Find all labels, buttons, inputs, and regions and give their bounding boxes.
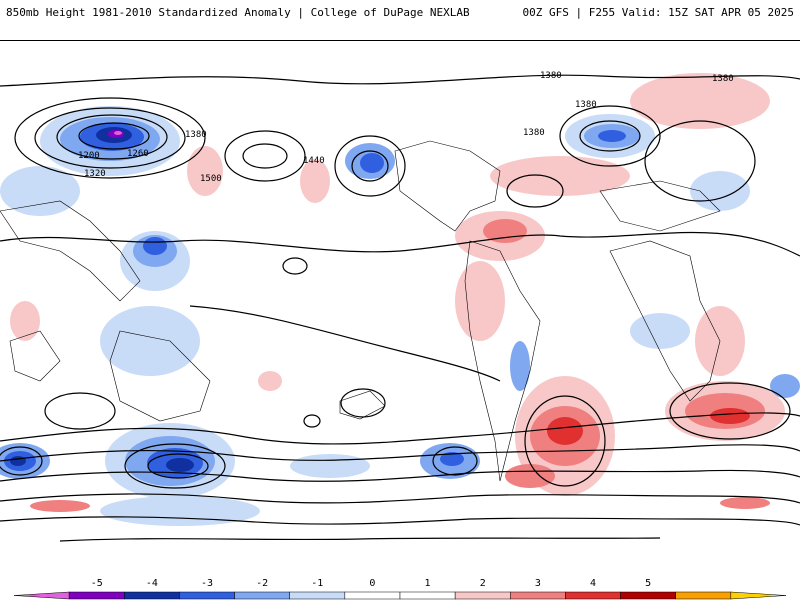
contour-label: 1320 (84, 169, 106, 179)
colorbar-legend: -5 -4 -3 -2 -1 0 1 2 3 4 5 (0, 572, 800, 600)
colorbar-segment (565, 591, 621, 600)
contour-label: 1440 (303, 156, 325, 166)
colorbar-segment (13, 591, 70, 600)
anomaly-map: 1380 1380 1380 1380 1380 1260 1200 1320 … (0, 41, 800, 559)
colorbar-tick-label: -4 (146, 578, 158, 589)
colorbar-tick-label: 1 (425, 578, 431, 589)
contour-label: 1260 (127, 149, 149, 159)
colorbar-segment (234, 591, 290, 600)
contour-label: 1380 (523, 128, 545, 138)
colorbar-tick-label: 3 (535, 578, 541, 589)
colorbar-tick-label: 0 (369, 578, 375, 589)
colorbar-segment (675, 591, 732, 600)
contour-label: 1380 (712, 74, 734, 84)
colorbar-segment (68, 591, 125, 600)
colorbar-segment (399, 591, 456, 600)
contour-label: 1500 (200, 174, 222, 184)
colorbar-segment (510, 591, 566, 600)
coastlines (0, 140, 721, 482)
contour-labels: 1380 1380 1380 1380 1380 1260 1200 1320 … (78, 71, 734, 184)
colorbar-segment (179, 591, 235, 600)
colorbar-segment (124, 591, 180, 600)
colorbar-tick-label: -3 (201, 578, 213, 589)
colorbar-segment (289, 591, 346, 600)
colorbar-tick-label: 2 (480, 578, 486, 589)
contour-label: 1200 (78, 151, 100, 161)
colorbar-segment (454, 591, 511, 600)
contour-label: 1380 (575, 100, 597, 110)
colorbar-tick-label: 4 (590, 578, 596, 589)
model-run-info: 00Z GFS | F255 Valid: 15Z SAT APR 05 202… (522, 6, 794, 19)
header: 850mb Height 1981-2010 Standardized Anom… (0, 0, 800, 30)
colorbar-tick-label: 5 (645, 578, 651, 589)
colorbar-segment (344, 591, 401, 600)
colorbar-segment (730, 591, 787, 600)
positive-anomaly-shading (10, 73, 785, 512)
colorbar-svg: -5 -4 -3 -2 -1 0 1 2 3 4 5 (13, 578, 787, 600)
chart-title: 850mb Height 1981-2010 Standardized Anom… (6, 6, 470, 19)
colorbar-tick-label: -1 (311, 578, 323, 589)
height-contours (0, 74, 800, 542)
contour-label: 1380 (185, 130, 207, 140)
colorbar-tick-label: -5 (91, 578, 103, 589)
colorbar-segment (620, 591, 676, 600)
map-panel: 1380 1380 1380 1380 1380 1260 1200 1320 … (0, 40, 800, 559)
colorbar-tick-label: -2 (256, 578, 268, 589)
contour-label: 1380 (540, 71, 562, 81)
